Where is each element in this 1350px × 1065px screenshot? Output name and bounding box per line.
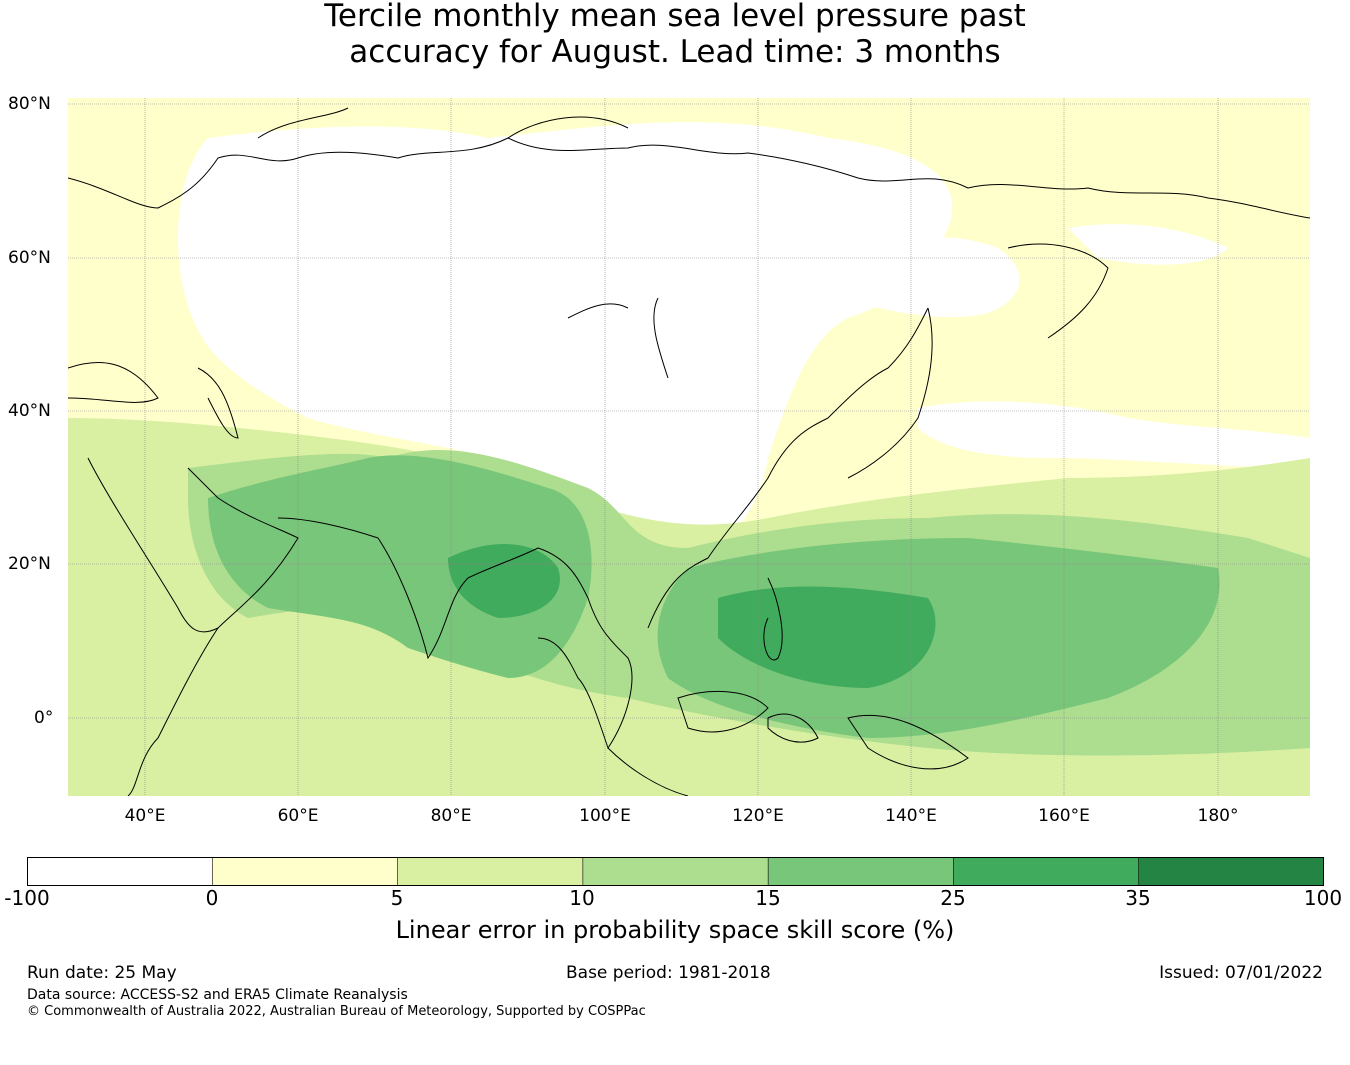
chart-title-line-2: accuracy for August. Lead time: 3 months <box>349 34 1001 70</box>
colorbar <box>27 857 1324 886</box>
data-source: Data source: ACCESS-S2 and ERA5 Climate … <box>27 987 408 1003</box>
issued-date: Issued: 07/01/2022 <box>1159 963 1323 983</box>
colorbar-tick-100: 100 <box>1303 886 1343 910</box>
lat-label-0: 0° <box>34 708 54 728</box>
skill-score-map <box>68 98 1310 796</box>
colorbar-tick-25: 25 <box>940 886 966 910</box>
colorbar-cell <box>397 857 584 886</box>
lon-label-60e: 60°E <box>277 806 319 826</box>
colorbar-tick--100: -100 <box>4 886 50 910</box>
lon-label-180: 180° <box>1197 806 1239 826</box>
colorbar-cell <box>27 857 214 886</box>
lon-label-120e: 120°E <box>732 806 784 826</box>
lat-label-60n: 60°N <box>8 248 51 268</box>
lat-label-40n: 40°N <box>8 401 51 421</box>
run-date: Run date: 25 May <box>27 963 177 983</box>
colorbar-label: Linear error in probability space skill … <box>395 916 955 944</box>
colorbar-cell <box>211 857 399 886</box>
chart-title-line-1: Tercile monthly mean sea level pressure … <box>324 0 1026 34</box>
lat-label-80n: 80°N <box>8 94 51 114</box>
base-period: Base period: 1981-2018 <box>566 963 771 983</box>
lat-label-20n: 20°N <box>8 554 51 574</box>
colorbar-cell <box>1138 857 1324 886</box>
colorbar-tick-15: 15 <box>755 886 781 910</box>
colorbar-cell <box>582 857 769 886</box>
lon-label-80e: 80°E <box>430 806 472 826</box>
copyright: © Commonwealth of Australia 2022, Austra… <box>27 1004 646 1019</box>
lon-label-100e: 100°E <box>579 806 631 826</box>
colorbar-cell <box>953 857 1140 886</box>
colorbar-tick-10: 10 <box>569 886 595 910</box>
lon-label-40e: 40°E <box>124 806 166 826</box>
coastlines <box>68 107 1310 796</box>
lon-label-140e: 140°E <box>885 806 937 826</box>
colorbar-tick-0: 0 <box>205 886 219 910</box>
lon-label-160e: 160°E <box>1038 806 1090 826</box>
colorbar-cell <box>767 857 955 886</box>
colorbar-tick-35: 35 <box>1125 886 1151 910</box>
colorbar-tick-5: 5 <box>390 886 404 910</box>
